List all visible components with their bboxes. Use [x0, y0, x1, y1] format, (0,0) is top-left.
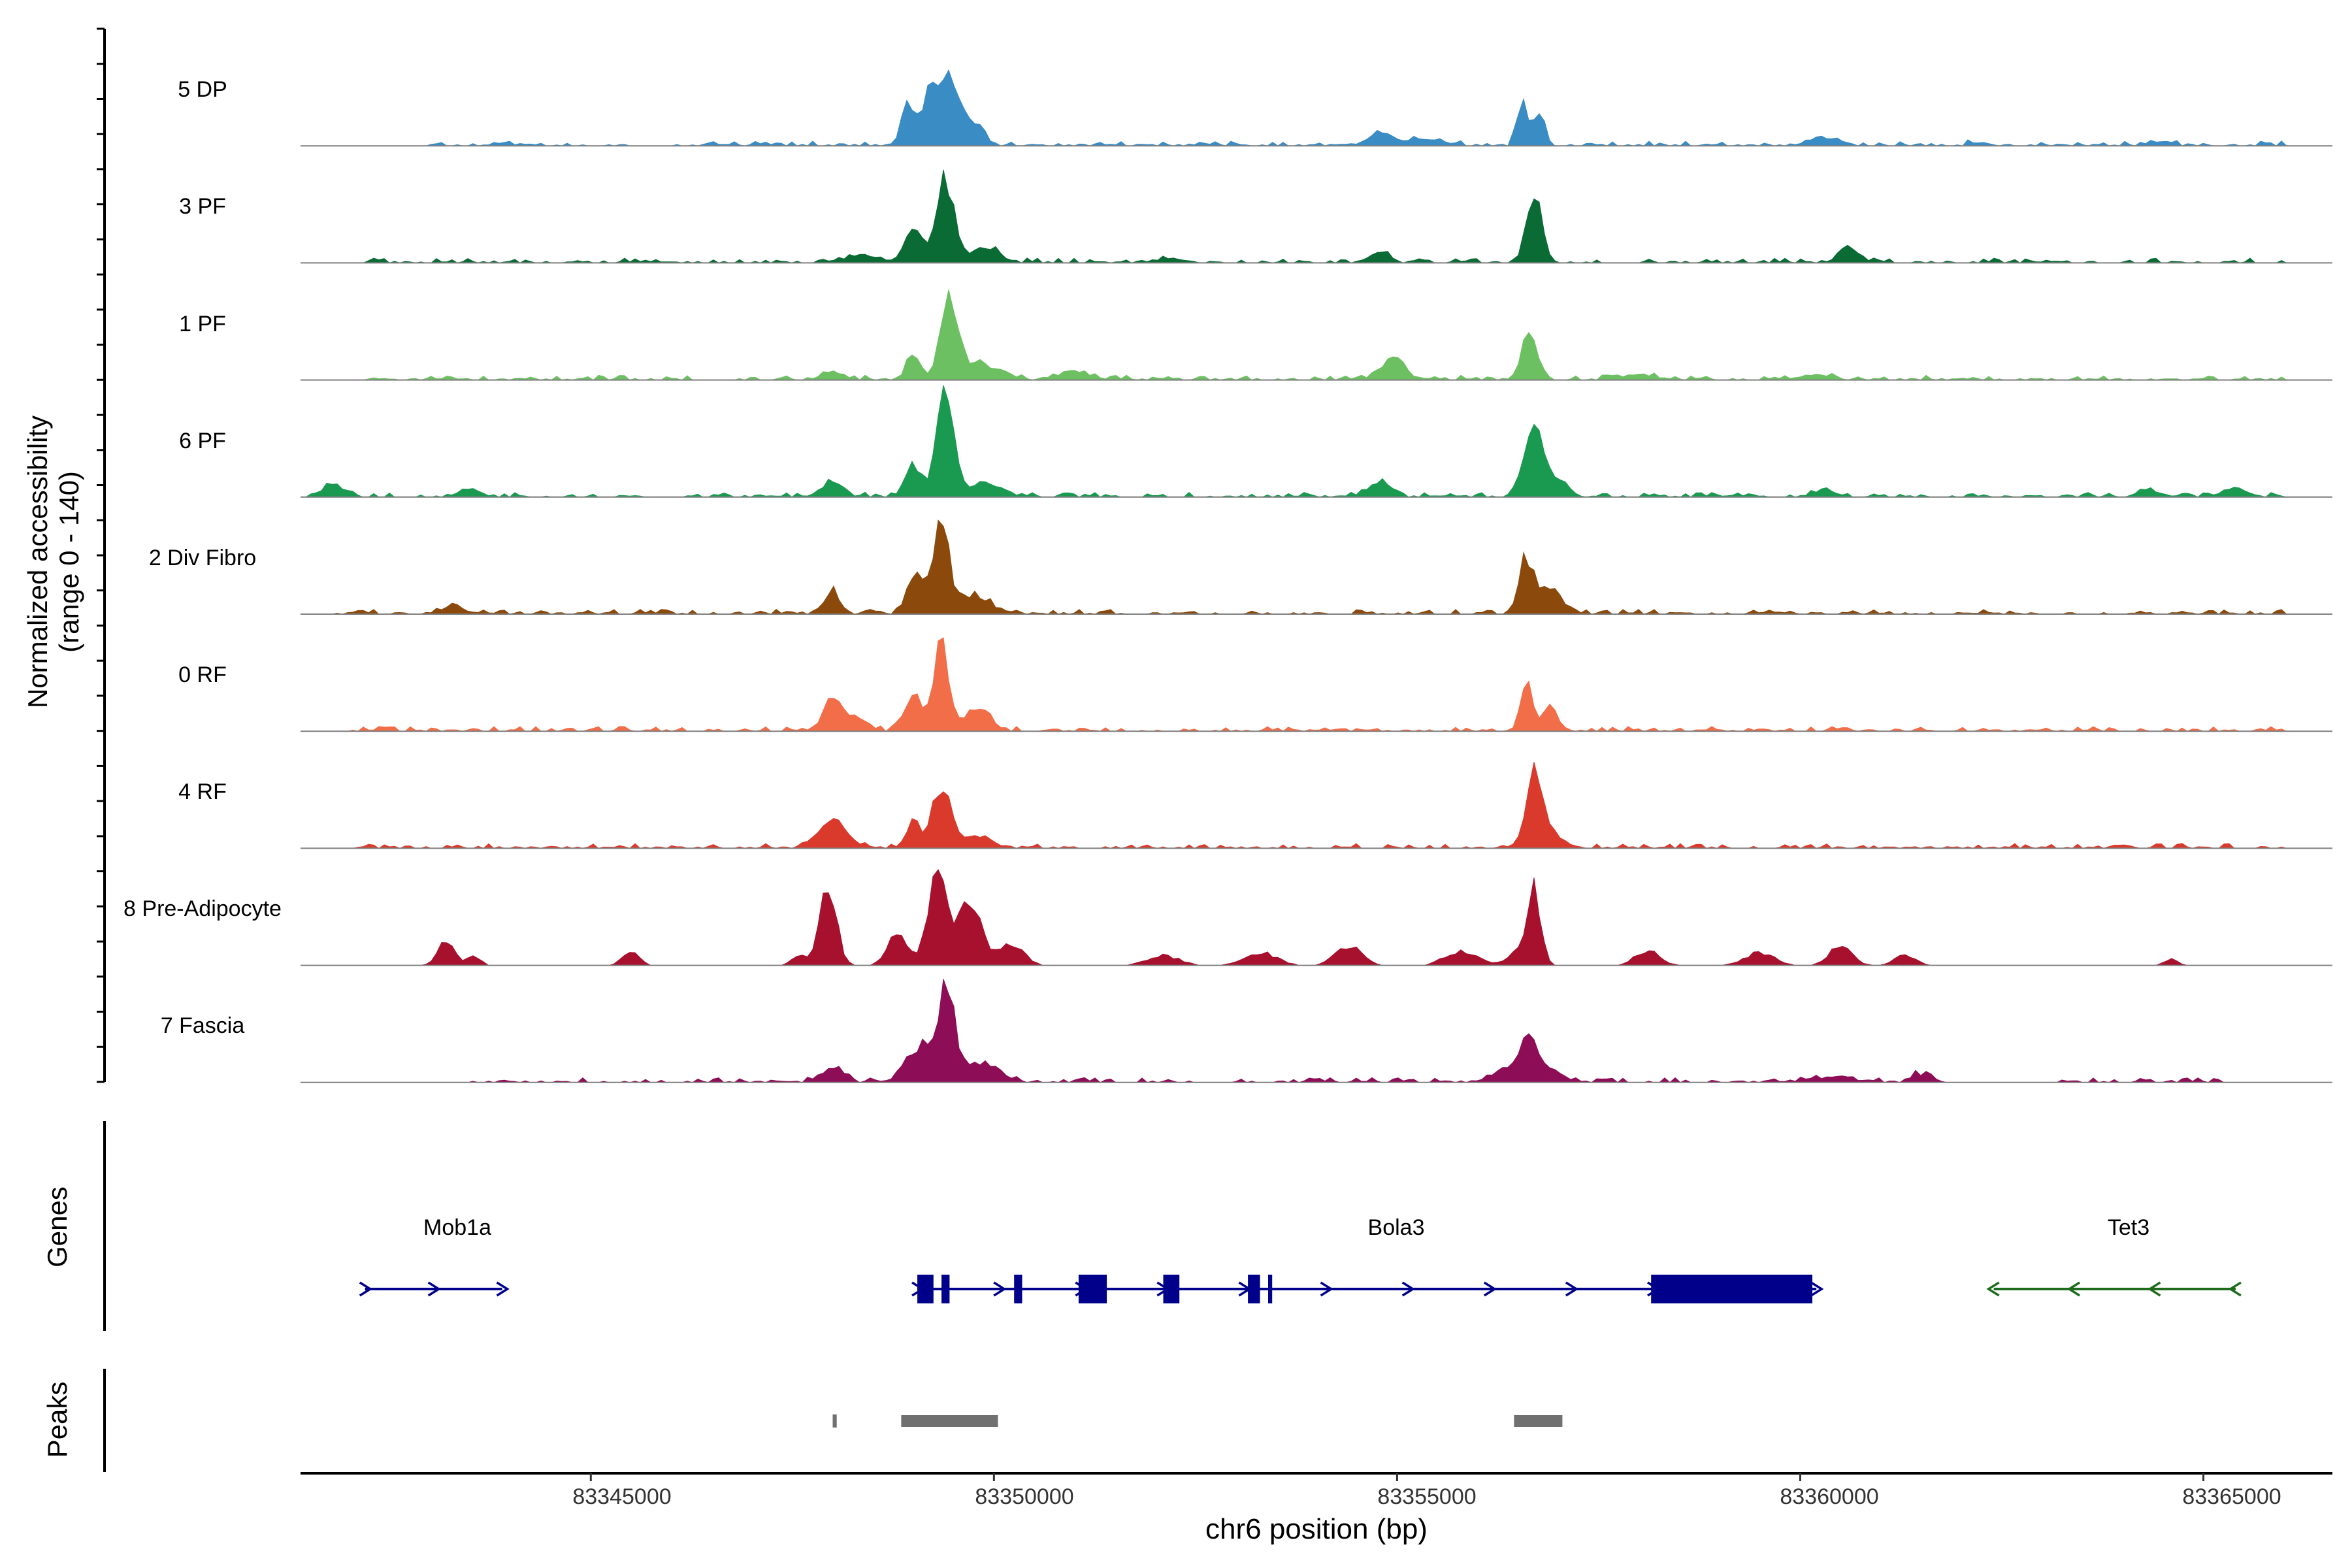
y-axis-label-line1: Normalized accessibility — [22, 416, 53, 708]
x-axis-ticks — [589, 1473, 2205, 1481]
gene-label-bola3: Bola3 — [1368, 1215, 1425, 1240]
exon-bola3-5 — [1248, 1275, 1260, 1303]
gene-label-tet3: Tet3 — [2108, 1215, 2149, 1240]
track-label-1: 3 PF — [179, 194, 226, 219]
coverage-y-axis-ticks — [97, 27, 105, 1083]
track-label-3: 6 PF — [179, 429, 226, 453]
strand-arrow-icon — [1156, 1281, 1170, 1297]
x-tick-label-1: 83350000 — [975, 1484, 1073, 1509]
strand-arrow-icon — [1565, 1281, 1579, 1297]
track-label-2: 1 PF — [179, 312, 226, 336]
strand-arrow-icon — [1238, 1281, 1252, 1297]
peak-region-0 — [832, 1414, 837, 1428]
exon-bola3-2 — [1014, 1275, 1022, 1303]
exon-bola3-7 — [1651, 1275, 1812, 1303]
track-label-5: 0 RF — [178, 662, 227, 687]
strand-arrow-icon — [1647, 1281, 1661, 1297]
x-tick-label-2: 83355000 — [1377, 1484, 1476, 1509]
strand-arrow-icon — [2066, 1281, 2081, 1297]
strand-arrow-icon — [359, 1281, 373, 1297]
strand-arrow-icon — [1483, 1281, 1497, 1297]
peak-region-1 — [901, 1415, 998, 1427]
strand-arrow-icon — [1075, 1281, 1088, 1297]
exon-bola3-6 — [1268, 1275, 1273, 1303]
x-axis-title: chr6 position (bp) — [1205, 1513, 1428, 1545]
x-tick-label-0: 83345000 — [572, 1484, 671, 1509]
strand-arrow-icon — [2228, 1281, 2242, 1297]
track-label-6: 4 RF — [178, 779, 227, 804]
strand-arrow-icon — [1320, 1281, 1333, 1297]
exon-bola3-3 — [1078, 1275, 1107, 1303]
strand-arrow-icon — [1986, 1281, 2000, 1297]
strand-arrow-icon — [1810, 1281, 1824, 1297]
peaks-panel-label: Peaks — [42, 1382, 73, 1458]
track-label-7: 8 Pre-Adipocyte — [123, 896, 282, 921]
track-label-0: 5 DP — [178, 77, 227, 102]
y-axis-label-line2: (range 0 - 140) — [54, 471, 84, 653]
track-label-8: 7 Fascia — [161, 1013, 245, 1038]
exon-bola3-0 — [917, 1275, 934, 1303]
track-label-4: 2 Div Fibro — [149, 546, 256, 570]
gene-label-mob1a: Mob1a — [423, 1215, 491, 1240]
strand-arrow-icon — [496, 1281, 510, 1297]
peak-region-2 — [1514, 1415, 1563, 1427]
exon-bola3-1 — [941, 1275, 950, 1303]
x-tick-label-3: 83360000 — [1780, 1484, 1878, 1509]
strand-arrow-icon — [993, 1281, 1007, 1297]
strand-arrow-icon — [427, 1281, 441, 1297]
x-tick-label-4: 83365000 — [2182, 1484, 2281, 1509]
peak-regions — [832, 1414, 1563, 1428]
gene-models — [359, 1275, 2242, 1303]
strand-arrow-icon — [2148, 1281, 2161, 1297]
strand-arrow-icon — [1729, 1281, 1742, 1297]
strand-arrow-icon — [1401, 1281, 1415, 1297]
genes-panel-label: Genes — [42, 1186, 73, 1267]
strand-arrow-icon — [911, 1281, 925, 1297]
coverage-tracks — [301, 69, 2332, 1083]
coverage-area-track-4 — [301, 519, 2332, 615]
